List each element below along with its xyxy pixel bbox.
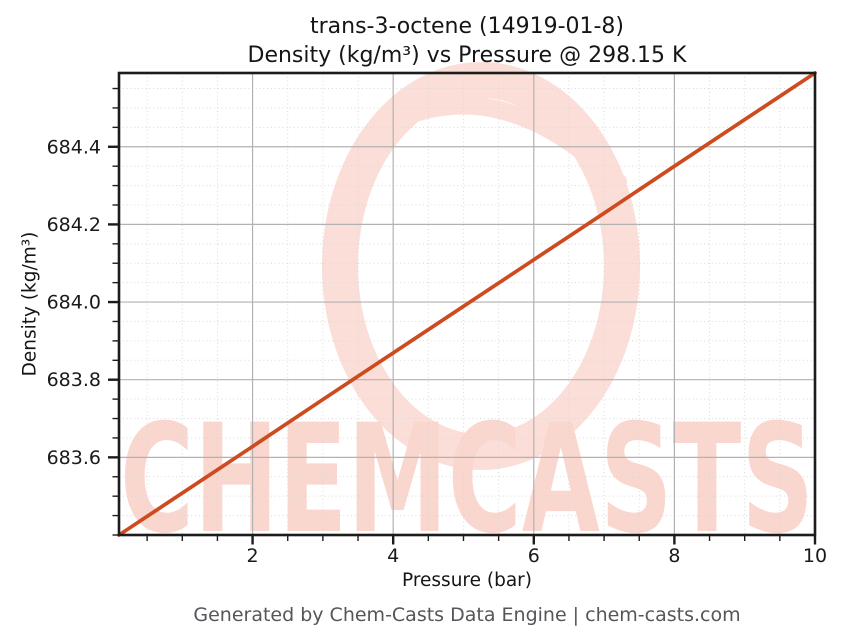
y-tick-label: 684.0 — [47, 292, 101, 314]
y-tick-label: 684.2 — [47, 214, 101, 236]
watermark-text: CHEMCASTS — [120, 393, 814, 567]
footer-caption: Generated by Chem-Casts Data Engine | ch… — [193, 604, 741, 626]
y-tick-label: 684.4 — [47, 136, 101, 158]
y-axis-label: Density (kg/m³) — [19, 231, 41, 377]
x-tick-label: 2 — [247, 545, 259, 567]
x-tick-label: 6 — [528, 545, 540, 567]
chart-title-line2: Density (kg/m³) vs Pressure @ 298.15 K — [247, 43, 687, 68]
x-tick-label: 8 — [668, 545, 680, 567]
chart-title: trans-3-octene (14919-01-8) Density (kg/… — [119, 12, 815, 70]
chart-title-line1: trans-3-octene (14919-01-8) — [309, 14, 625, 39]
watermark-logo-swirl — [384, 96, 627, 191]
x-tick-label: 4 — [387, 545, 399, 567]
watermark-logo-ring — [322, 62, 640, 470]
data-line-density — [117, 71, 817, 537]
axes-frame — [117, 71, 817, 537]
y-tick-label: 683.8 — [47, 369, 101, 391]
x-axis-label: Pressure (bar) — [402, 570, 532, 591]
x-tick-label: 10 — [803, 545, 827, 567]
y-tick-label: 683.6 — [47, 447, 101, 469]
